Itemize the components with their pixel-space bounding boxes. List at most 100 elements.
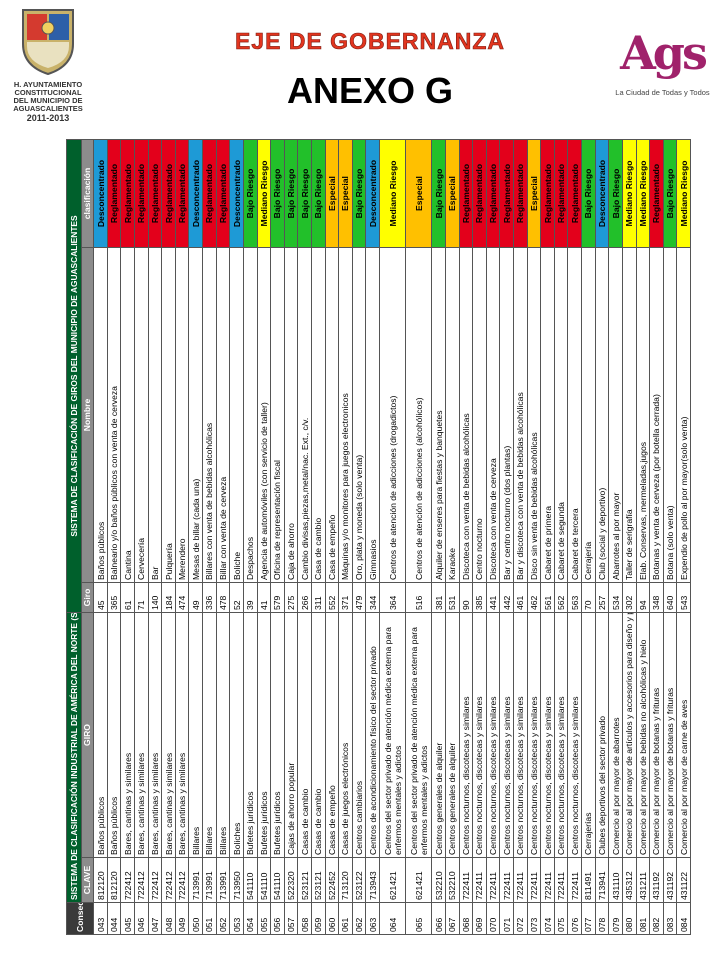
table-cell: Bar y discoteca con venta de bebidas alc…	[513, 247, 528, 583]
table-cell: 067	[445, 902, 460, 935]
table-cell: Baños públicos	[93, 612, 108, 858]
table-row: 060 522452 Casas de empeño 552 Casa de empeñ…	[325, 139, 339, 935]
table-cell: 066	[431, 902, 446, 935]
table-cell: Billares	[216, 612, 230, 858]
table-cell: 523122	[352, 857, 366, 903]
table-cell: 812120	[107, 857, 121, 903]
table-row: 077 811491 Cerrajerías 70 Cerrajería Bajo Rie…	[581, 139, 596, 935]
subtitle: ANEXO G	[286, 70, 454, 111]
table-cell: 070	[486, 902, 500, 935]
table-cell: Casas de empeño	[325, 612, 339, 858]
table-cell: 534	[608, 582, 623, 613]
table-cell: 562	[554, 582, 568, 613]
classification-cell: Bajo Riesgo	[608, 139, 623, 248]
table-cell: Cabaret de segunda	[554, 247, 568, 583]
table-cell: Pulquería	[161, 247, 176, 583]
table-row: 063 713943 Centros de acondicionamiento fí…	[365, 139, 380, 935]
table-cell: 71	[134, 582, 149, 613]
table-cell: 812120	[93, 857, 108, 903]
brand-tagline: La Ciudad de Todas y Todos	[615, 88, 710, 97]
table-row: 083 431192 Comercio al por mayor de botana…	[663, 139, 677, 935]
table-cell: Boliche	[229, 247, 244, 583]
table-cell: 39	[243, 582, 258, 613]
table-row: 074 722411 Centros nocturnos, discotecas y…	[540, 139, 555, 935]
classification-cell: Bajo Riesgo	[663, 139, 677, 248]
table-cell: 053	[229, 902, 244, 935]
table-row: 081 431211 Comercio al por mayor de bebida…	[636, 139, 650, 935]
table-cell: Casa de empeño	[325, 247, 339, 583]
table-cell: 523121	[297, 857, 312, 903]
title: EJE DE GOBERNANZA	[234, 28, 506, 55]
classification-cell: Bajo Riesgo	[431, 139, 446, 248]
table-cell: Bares, cantinas y similares	[134, 612, 149, 858]
table-cell: 41	[257, 582, 271, 613]
table-cell: Comercio al por mayor de artículos y acc…	[622, 612, 636, 858]
table-cell: Centros generales de alquiler	[431, 612, 446, 858]
table-cell: Centros nocturnos, discotecas y similare…	[486, 612, 500, 858]
table-cell: Bares, cantinas y similares	[120, 612, 135, 858]
table-cell: Discoteca con venta de bebidas alcohólic…	[459, 247, 473, 583]
table-cell: 541110	[257, 857, 271, 903]
table-cell: 080	[622, 902, 636, 935]
table-cell: 058	[297, 902, 312, 935]
table-cell: Billares	[188, 612, 203, 858]
table-cell: 140	[148, 582, 162, 613]
table-cell: 046	[134, 902, 149, 935]
table-row: 069 722411 Centros nocturnos, discotecas y…	[472, 139, 487, 935]
table-cell: 072	[513, 902, 528, 935]
table-cell: 722412	[161, 857, 176, 903]
table-cell: Centros del sector privado de atención m…	[405, 612, 432, 858]
table-cell: Despachos	[243, 247, 258, 583]
table-cell: 047	[148, 902, 162, 935]
table-cell: Caja de ahorro	[284, 247, 298, 583]
table-row: 068 722411 Centros nocturnos, discotecas y…	[459, 139, 473, 935]
table-row: 070 722411 Centros nocturnos, discotecas y…	[486, 139, 500, 935]
classification-cell: Especial	[445, 139, 460, 248]
table-cell: 044	[107, 902, 121, 935]
table-cell: 94	[636, 582, 650, 613]
table-cell: 70	[581, 582, 596, 613]
table-cell: 713991	[188, 857, 203, 903]
table-cell: 811491	[581, 857, 596, 903]
column-header: Nombre	[81, 247, 94, 583]
table-cell: 064	[379, 902, 406, 935]
classification-cell: Mediano Riesgo	[676, 139, 691, 248]
table-cell: 364	[379, 582, 406, 613]
table-cell: 082	[649, 902, 664, 935]
classification-cell: Reglamentado	[134, 139, 149, 248]
table-cell: Cabaret de primera	[540, 247, 555, 583]
logo-text: H. AYUNTAMIENTO CONSTITUCIONAL DEL MUNICIP…	[4, 81, 92, 124]
table-cell: Billar con venta de cerveza	[216, 247, 230, 583]
table-row: 051 713991 Billares 336 Billares con venta d…	[202, 139, 217, 935]
table-row: 048 722412 Bares, cantinas y similares 184 P…	[161, 139, 176, 935]
table-cell: Comercio al por mayor de abarrotes	[608, 612, 623, 858]
table-cell: Botana (solo venta)	[663, 247, 677, 583]
table-cell: 083	[663, 902, 677, 935]
brand-name: Ags	[620, 26, 708, 80]
classification-cell: Reglamentado	[161, 139, 176, 248]
classification-cell: Bajo Riesgo	[581, 139, 596, 248]
classification-cell: Reglamentado	[499, 139, 514, 248]
table-row: 084 431122 Comercio al por mayor de carne …	[676, 139, 691, 935]
classification-cell: Bajo Riesgo	[284, 139, 298, 248]
table-cell: Centros nocturnos, discotecas y similare…	[567, 612, 582, 858]
table-cell: 713991	[216, 857, 230, 903]
table-cell: 722411	[540, 857, 555, 903]
classification-cell: Bajo Riesgo	[297, 139, 312, 248]
table-cell: 302	[622, 582, 636, 613]
table-cell: 640	[663, 582, 677, 613]
classification-cell: Reglamentado	[202, 139, 217, 248]
coat-of-arms	[22, 9, 74, 76]
table-cell: Billares con venta de bebidas alcohólica…	[202, 247, 217, 583]
classification-cell: Bajo Riesgo	[311, 139, 326, 248]
table-row: 072 722411 Centros nocturnos, discotecas y…	[513, 139, 528, 935]
table-cell: 065	[405, 902, 432, 935]
classification-cell: Reglamentado	[107, 139, 121, 248]
table-cell: 049	[175, 902, 189, 935]
table-cell: Centros de acondicionamiento físico del …	[365, 612, 380, 858]
table-cell: 442	[499, 582, 514, 613]
classification-cell: Reglamentado	[216, 139, 230, 248]
table-row: 054 541110 Bufetes jurídicos 39 Despachos Baj…	[243, 139, 258, 935]
table-row: 057 522320 Cajas de ahorro popular 275 Caja …	[284, 139, 298, 935]
municipal-logo: H. AYUNTAMIENTO CONSTITUCIONAL DEL MUNICIP…	[4, 4, 92, 124]
